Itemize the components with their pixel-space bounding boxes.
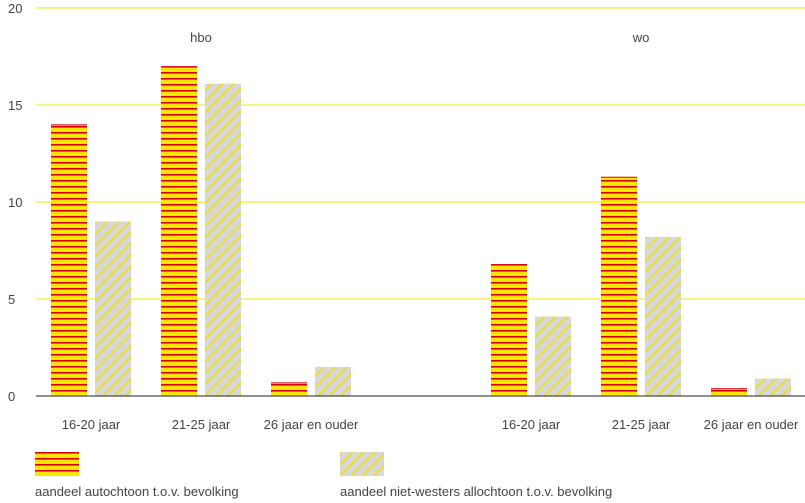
bar	[95, 221, 131, 396]
x-tick-label: 21-25 jaar	[612, 417, 671, 432]
y-tick-label: 20	[8, 1, 22, 16]
bar	[161, 66, 197, 396]
bar	[645, 236, 681, 396]
bar	[535, 316, 571, 396]
bar	[315, 366, 351, 396]
legend-label-niet-westers: aandeel niet-westers allochtoon t.o.v. b…	[340, 484, 613, 499]
bar	[205, 83, 241, 396]
y-axis-ticks: 0 5 10 15 20	[8, 1, 22, 404]
group-labels: hbo wo	[190, 30, 649, 45]
x-tick-label: 26 jaar en ouder	[264, 417, 359, 432]
bars	[51, 66, 791, 397]
y-tick-label: 0	[8, 389, 15, 404]
legend-swatch-autochtoon	[35, 452, 79, 476]
bar	[755, 378, 791, 396]
x-tick-label: 16-20 jaar	[62, 417, 121, 432]
y-tick-label: 5	[8, 292, 15, 307]
legend-label-autochtoon: aandeel autochtoon t.o.v. bevolking	[35, 484, 239, 499]
x-axis-labels: 16-20 jaar 21-25 jaar 26 jaar en ouder 16-2…	[62, 417, 799, 432]
bar	[491, 264, 527, 396]
y-tick-label: 15	[8, 98, 22, 113]
group-label: hbo	[190, 30, 212, 45]
gridlines	[36, 7, 805, 300]
legend-swatch-niet-westers	[340, 452, 384, 476]
bar	[51, 124, 87, 397]
x-tick-label: 21-25 jaar	[172, 417, 231, 432]
bar	[601, 176, 637, 396]
y-tick-label: 10	[8, 195, 22, 210]
bar	[271, 382, 307, 396]
x-tick-label: 16-20 jaar	[502, 417, 561, 432]
bar	[711, 388, 747, 396]
x-tick-label: 26 jaar en ouder	[704, 417, 799, 432]
group-label: wo	[632, 30, 650, 45]
